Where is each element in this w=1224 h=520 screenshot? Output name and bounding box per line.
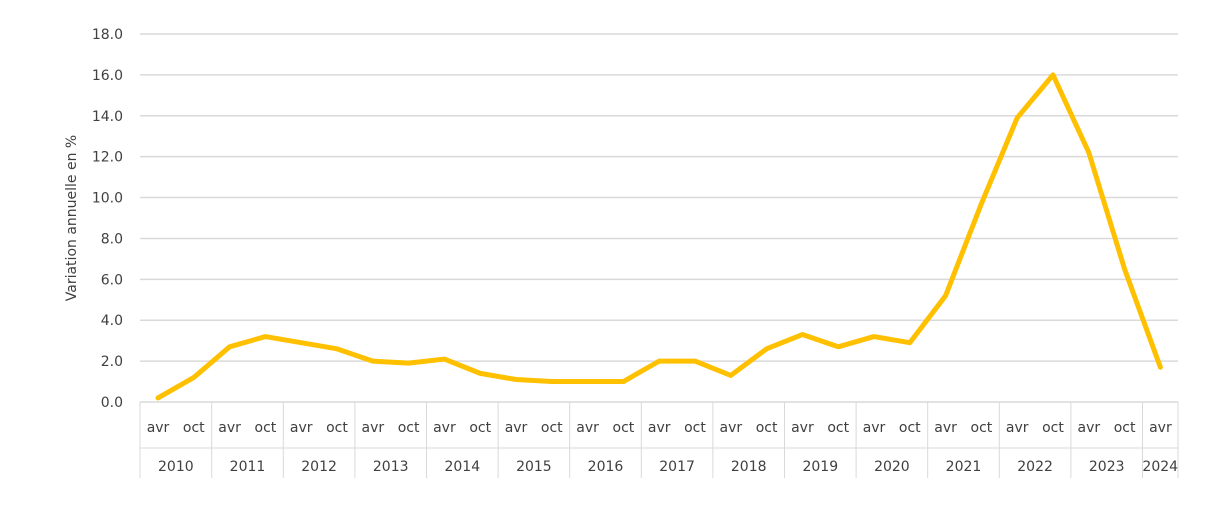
x-tick-label: avr [648, 420, 671, 436]
x-tick-label: avr [863, 420, 886, 436]
y-tick-label: 12.0 [92, 150, 123, 166]
x-tick-label: oct [398, 420, 420, 436]
y-tick-label: 14.0 [92, 109, 123, 125]
year-label: 2011 [230, 459, 266, 475]
year-label: 2013 [373, 459, 409, 475]
x-tick-label: oct [613, 420, 635, 436]
year-label: 2015 [516, 459, 552, 475]
x-tick-label: avr [218, 420, 241, 436]
y-axis-label: Variation annuelle en % [64, 135, 80, 301]
x-tick-label: avr [1077, 420, 1100, 436]
year-label: 2024 [1142, 459, 1178, 475]
year-label: 2017 [659, 459, 695, 475]
year-label: 2016 [588, 459, 624, 475]
y-tick-label: 10.0 [92, 191, 123, 207]
y-tick-label: 6.0 [101, 272, 123, 288]
x-tick-label: avr [290, 420, 313, 436]
series-line [155, 72, 1163, 401]
x-tick-label: avr [361, 420, 384, 436]
x-tick-label: oct [541, 420, 563, 436]
x-tick-label: avr [576, 420, 599, 436]
y-tick-label: 16.0 [92, 68, 123, 84]
x-tick-label: avr [505, 420, 528, 436]
x-tick-label: avr [934, 420, 957, 436]
year-label: 2014 [444, 459, 480, 475]
y-tick-label: 18.0 [92, 27, 123, 43]
year-label: 2022 [1017, 459, 1053, 475]
y-tick-label: 2.0 [101, 354, 123, 370]
x-tick-label: oct [326, 420, 348, 436]
x-tick-label: oct [971, 420, 993, 436]
x-tick-label: oct [899, 420, 921, 436]
year-label: 2012 [301, 459, 337, 475]
x-tick-label: oct [1042, 420, 1064, 436]
year-label: 2020 [874, 459, 910, 475]
x-tick-label: avr [719, 420, 742, 436]
x-tick-label: oct [827, 420, 849, 436]
year-label: 2019 [802, 459, 838, 475]
x-tick-label: avr [1149, 420, 1172, 436]
year-label: 2021 [946, 459, 982, 475]
year-label: 2010 [158, 459, 194, 475]
x-tick-label: avr [791, 420, 814, 436]
y-tick-label: 8.0 [101, 231, 123, 247]
x-tick-label: oct [255, 420, 277, 436]
x-tick-label: avr [433, 420, 456, 436]
year-label: 2018 [731, 459, 767, 475]
x-tick-label: oct [183, 420, 205, 436]
y-tick-label: 0.0 [101, 395, 123, 411]
x-tick-label: oct [469, 420, 491, 436]
x-tick-label: oct [756, 420, 778, 436]
x-tick-label: avr [1006, 420, 1029, 436]
x-tick-label: oct [1114, 420, 1136, 436]
year-label: 2023 [1089, 459, 1125, 475]
x-tick-label: avr [147, 420, 170, 436]
x-tick-label: oct [684, 420, 706, 436]
y-tick-label: 4.0 [101, 313, 123, 329]
